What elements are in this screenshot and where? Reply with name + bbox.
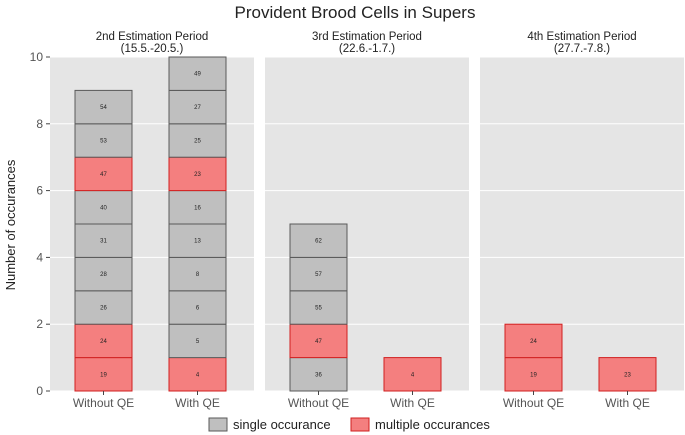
bar-segment	[168, 357, 227, 392]
segment-label: 5	[196, 339, 200, 345]
y-tick-label: 10	[30, 50, 44, 64]
bar-segment	[74, 256, 133, 292]
segment-label: 55	[315, 306, 322, 312]
chart-title: Provident Brood Cells in Supers	[235, 3, 476, 22]
x-tick-label: With QE	[390, 396, 435, 410]
segment-label: 4	[196, 372, 200, 378]
segment-label: 13	[194, 239, 201, 245]
x-tick-label: With QE	[605, 396, 650, 410]
segment-label: 28	[100, 272, 107, 278]
y-tick-label: 8	[36, 117, 43, 131]
bar-segment	[74, 190, 133, 225]
segment-label: 31	[100, 239, 107, 245]
bar-segment	[168, 256, 227, 292]
segment-label: 26	[100, 306, 107, 312]
bar-segment	[74, 223, 133, 258]
panel-title: 4th Estimation Period	[527, 31, 636, 43]
segment-label: 57	[315, 272, 322, 278]
segment-label: 47	[315, 339, 322, 345]
segment-label: 23	[624, 372, 631, 378]
legend-label: single occurance	[233, 417, 331, 432]
segment-label: 53	[100, 139, 107, 145]
legend-label: multiple occurances	[375, 417, 490, 432]
y-tick-label: 4	[36, 250, 43, 264]
panel-subtitle: (22.6.-1.7.)	[339, 43, 395, 55]
segment-label: 62	[315, 239, 322, 245]
segment-label: 4	[411, 372, 415, 378]
bar-segment	[74, 290, 133, 325]
segment-label: 24	[100, 339, 107, 345]
legend-swatch	[350, 417, 370, 432]
x-tick-label: Without QE	[288, 396, 349, 410]
panel-subtitle: (27.7.-7.8.)	[554, 43, 610, 55]
segment-label: 24	[530, 339, 537, 345]
bar-segment	[74, 123, 133, 158]
y-tick-label: 2	[36, 317, 43, 331]
bar-segment	[504, 323, 563, 359]
y-axis-label: Number of occurances	[3, 159, 18, 290]
y-tick-label: 6	[36, 184, 43, 198]
bar-segment	[168, 190, 227, 225]
segment-label: 19	[530, 372, 537, 378]
segment-label: 25	[194, 139, 201, 145]
bar-segment	[289, 323, 348, 359]
segment-label: 19	[100, 372, 107, 378]
bar-segment	[168, 123, 227, 158]
segment-label: 49	[194, 72, 201, 78]
panel-title: 2nd Estimation Period	[96, 31, 209, 43]
facet-panel: 2nd Estimation Period(15.5.-20.5.) 19 24 26…	[50, 31, 254, 410]
bar-segment	[289, 223, 348, 258]
y-tick-label: 0	[36, 384, 43, 398]
segment-label: 23	[194, 172, 201, 178]
bar-segment	[383, 357, 442, 392]
bar-segment	[168, 156, 227, 192]
panel-title: 3rd Estimation Period	[312, 31, 422, 43]
bar-segment	[289, 256, 348, 292]
x-tick-label: Without QE	[73, 396, 134, 410]
bar-segment	[168, 56, 227, 91]
legend-swatch	[208, 417, 228, 432]
bar-segment	[168, 323, 227, 359]
legend: single occurance multiple occurances	[208, 417, 490, 432]
segment-label: 8	[196, 272, 200, 278]
panel-subtitle: (15.5.-20.5.)	[121, 43, 184, 55]
segment-label: 54	[100, 105, 107, 111]
segment-label: 27	[194, 105, 201, 111]
segment-label: 16	[194, 205, 201, 211]
segment-label: 6	[196, 306, 200, 312]
facet-panel: 4th Estimation Period(27.7.-7.8.) 19 24 Wit…	[480, 31, 684, 410]
facet-panel: 3rd Estimation Period(22.6.-1.7.) 36 47 55 5…	[265, 31, 469, 410]
segment-label: 36	[315, 372, 322, 378]
bar-segment	[168, 223, 227, 258]
bar-segment	[74, 357, 133, 392]
segment-label: 47	[100, 172, 107, 178]
bar-segment	[289, 290, 348, 325]
x-tick-label: Without QE	[503, 396, 564, 410]
segment-label: 40	[100, 205, 107, 211]
bar-segment	[74, 89, 133, 125]
bar-segment	[504, 357, 563, 392]
x-tick-label: With QE	[175, 396, 220, 410]
